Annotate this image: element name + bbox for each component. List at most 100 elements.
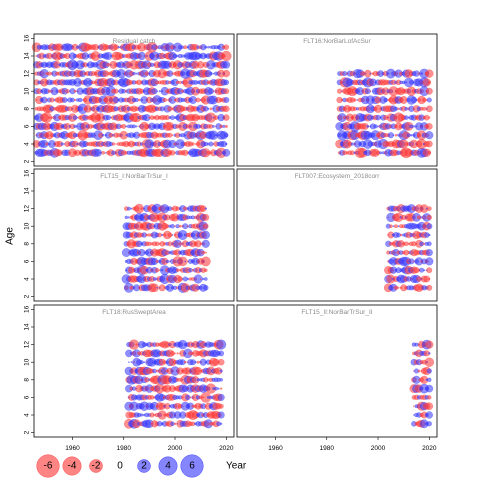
residual-bubble bbox=[389, 224, 393, 228]
residual-bubble bbox=[189, 396, 192, 399]
residual-bubble bbox=[217, 358, 225, 366]
y-tick-label: 10 bbox=[24, 222, 31, 230]
residual-bubble bbox=[178, 80, 182, 84]
residual-bubble bbox=[426, 123, 433, 130]
residual-bubble bbox=[143, 361, 146, 364]
residual-bubble bbox=[106, 63, 111, 67]
residual-bubble bbox=[121, 124, 127, 129]
residual-bubble bbox=[218, 350, 225, 357]
residual-bubble bbox=[144, 71, 150, 76]
residual-bubble bbox=[208, 141, 214, 147]
residual-bubble bbox=[113, 88, 119, 94]
legend-bubble bbox=[180, 454, 204, 478]
residual-bubble bbox=[412, 125, 416, 128]
residual-bubble bbox=[158, 90, 161, 93]
residual-bubble bbox=[224, 124, 228, 128]
residual-bubble bbox=[173, 422, 177, 425]
residual-bubble bbox=[183, 45, 188, 50]
residual-bubble bbox=[220, 387, 223, 390]
residual-bubble bbox=[154, 241, 160, 246]
legend-label: -6 bbox=[44, 461, 53, 472]
legend-label: -4 bbox=[68, 461, 77, 472]
residual-bubble bbox=[397, 286, 400, 289]
legend: -6 -4 -2 0 2 4 6 bbox=[36, 454, 204, 478]
panel-title: FLT18:RusSweptArea bbox=[102, 309, 166, 316]
legend-label: 6 bbox=[189, 461, 195, 472]
residual-bubble bbox=[404, 107, 409, 111]
residual-bubble bbox=[162, 97, 167, 103]
residual-bubble bbox=[76, 116, 79, 119]
y-tick-label: 14 bbox=[24, 187, 31, 195]
residual-bubble bbox=[409, 80, 414, 85]
legend-bubble bbox=[89, 459, 103, 473]
residual-bubble bbox=[397, 107, 400, 110]
residual-bubble bbox=[222, 69, 230, 78]
residual-bubble bbox=[426, 267, 433, 274]
residual-bubble bbox=[212, 125, 215, 128]
residual-bubble bbox=[223, 105, 230, 112]
residual-bubble bbox=[201, 250, 205, 255]
residual-bubble bbox=[200, 256, 211, 267]
residual-bubble bbox=[81, 99, 84, 101]
residual-bubble bbox=[199, 278, 202, 280]
residual-bubble bbox=[110, 55, 112, 57]
residual-bubble bbox=[392, 225, 395, 228]
y-tick-label: 2 bbox=[24, 294, 31, 298]
residual-bubble bbox=[204, 207, 207, 210]
residual-bubble bbox=[140, 413, 144, 417]
residual-bubble bbox=[225, 142, 228, 146]
y-tick-label: 12 bbox=[24, 341, 31, 349]
residual-bubble bbox=[428, 116, 431, 119]
residual-bubble bbox=[366, 125, 370, 128]
residual-bubble bbox=[224, 133, 229, 138]
residual-bubble bbox=[135, 72, 138, 75]
x-tick-label: 1960 bbox=[268, 445, 283, 452]
panel-1-bubbles bbox=[31, 42, 232, 158]
residual-bubble bbox=[428, 233, 431, 237]
residual-bubble bbox=[428, 278, 431, 280]
panel-4-bubbles bbox=[383, 204, 434, 293]
residual-bubble bbox=[425, 340, 434, 349]
residual-bubble bbox=[196, 360, 200, 364]
y-tick-label: 4 bbox=[24, 142, 31, 146]
y-tick-label: 16 bbox=[24, 169, 31, 177]
residual-bubble bbox=[115, 143, 117, 145]
y-tick-label: 14 bbox=[24, 323, 31, 331]
residual-bubble bbox=[206, 395, 210, 399]
y-tick-label: 6 bbox=[24, 124, 31, 128]
residual-bubble bbox=[126, 206, 131, 211]
residual-bubble bbox=[150, 283, 159, 293]
residual-bubble bbox=[201, 239, 210, 248]
residual-bubble bbox=[219, 378, 223, 382]
residual-bubble bbox=[427, 395, 432, 400]
panel-2: FLT16:NorBarLofAcSur bbox=[236, 33, 438, 167]
residual-bubble bbox=[73, 124, 77, 129]
residual-bubble bbox=[426, 97, 432, 103]
residual-bubble bbox=[202, 277, 205, 281]
residual-bubble bbox=[209, 107, 213, 111]
residual-bubble bbox=[65, 89, 70, 94]
residual-bubble bbox=[426, 368, 432, 374]
residual-bubble bbox=[203, 223, 209, 229]
residual-bubble bbox=[219, 369, 223, 373]
residual-bubble bbox=[406, 133, 411, 138]
panel-2-bubbles bbox=[335, 68, 434, 159]
residual-bubble bbox=[117, 46, 120, 49]
residual-bubble bbox=[425, 257, 434, 266]
residual-bubble bbox=[425, 384, 434, 393]
residual-bubble bbox=[350, 142, 354, 146]
y-tick-label: 10 bbox=[24, 358, 31, 366]
panel-5-frame bbox=[33, 304, 235, 438]
x-tick-label: 1980 bbox=[117, 445, 132, 452]
x-tick-label: 2020 bbox=[422, 445, 437, 452]
residual-bubble bbox=[217, 393, 225, 401]
panel-5-bubbles bbox=[124, 339, 227, 429]
residual-bubble bbox=[163, 413, 167, 417]
residual-bubble bbox=[194, 143, 197, 145]
residual-bubble bbox=[156, 287, 158, 289]
residual-bubble bbox=[377, 125, 380, 128]
residual-bubble bbox=[424, 357, 434, 367]
legend-bubble bbox=[62, 456, 82, 476]
panel-1-frame bbox=[33, 33, 235, 167]
